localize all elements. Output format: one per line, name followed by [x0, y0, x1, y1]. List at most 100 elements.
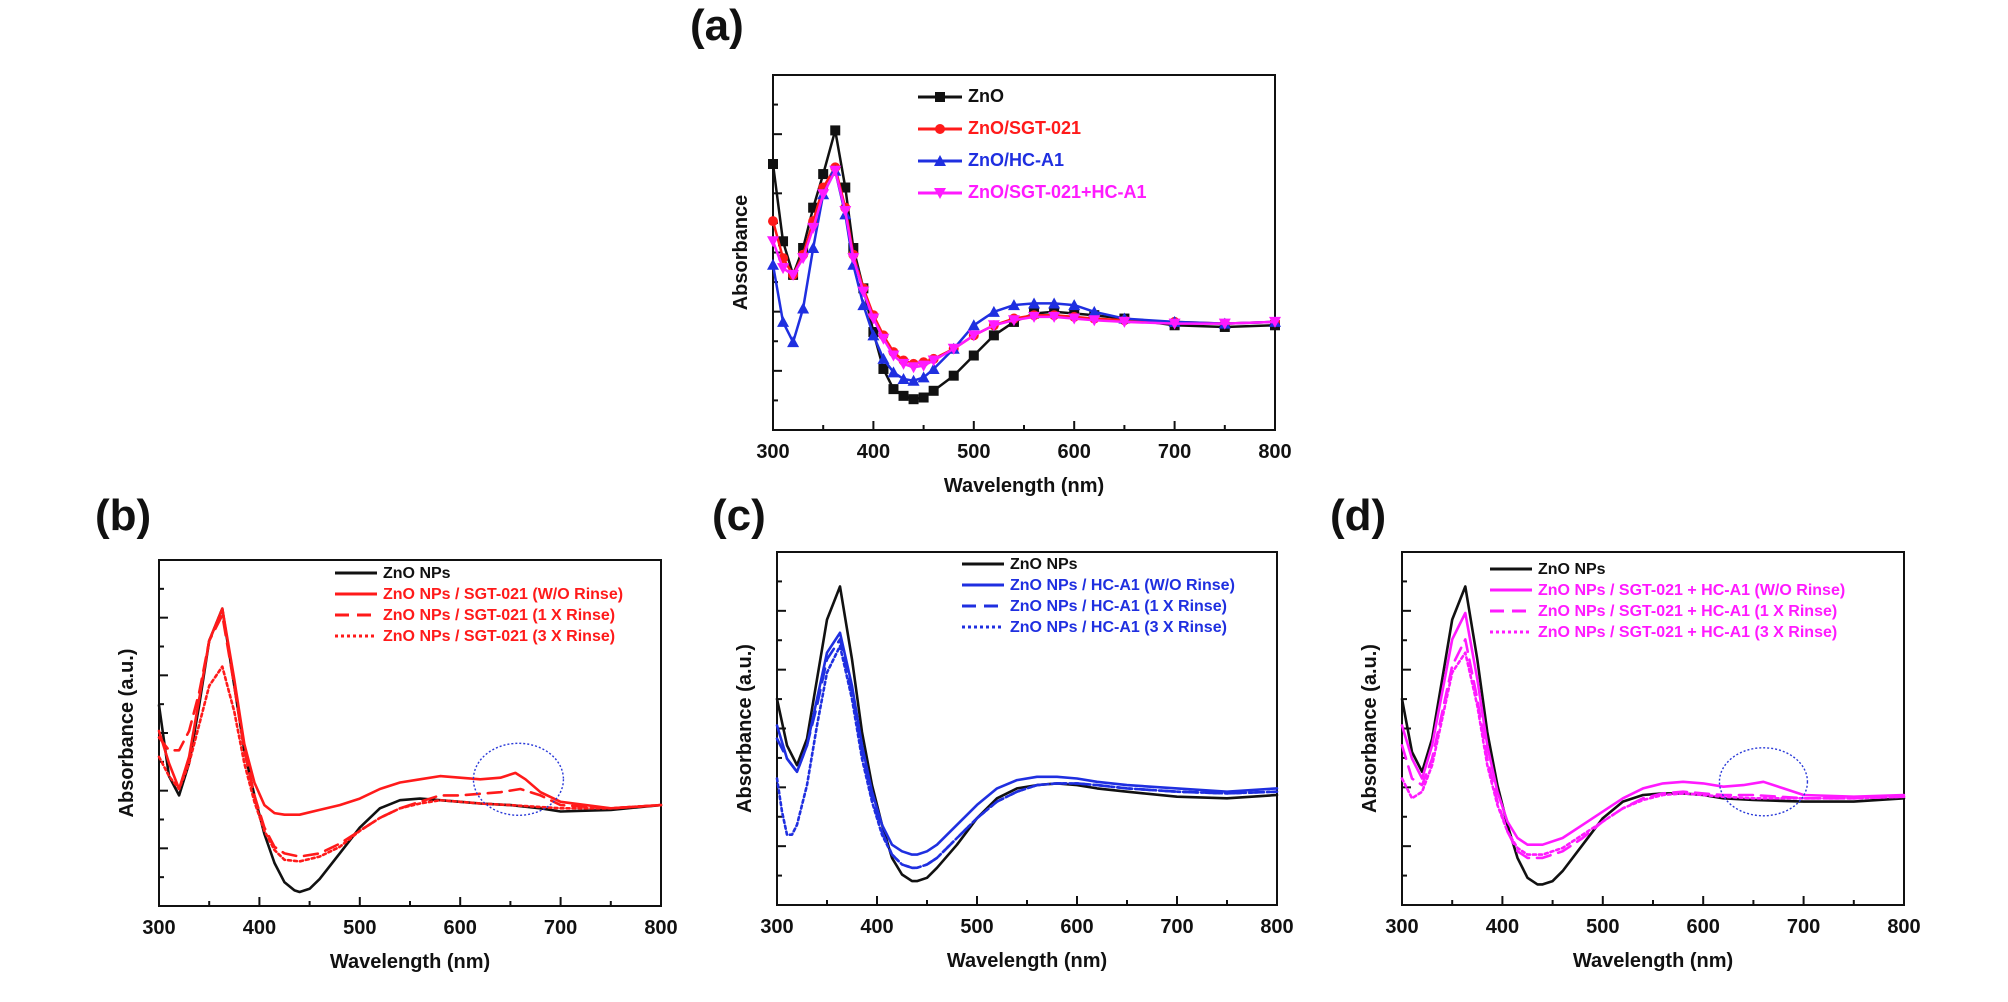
legend-label: ZnO NPs / HC-A1 (3 X Rinse)	[1010, 619, 1227, 636]
data-point	[908, 394, 919, 405]
legend-label: ZnO/SGT-021+HC-A1	[968, 182, 1147, 202]
data-point	[988, 330, 999, 341]
data-point	[927, 362, 940, 374]
y-axis-title: Absorbance (a.u.)	[734, 644, 756, 813]
data-point	[787, 269, 800, 281]
data-point	[907, 362, 920, 374]
legend-label: ZnO NPs / SGT-021 + HC-A1 (W/O Rinse)	[1538, 582, 1845, 599]
data-point	[877, 352, 890, 364]
data-point	[987, 305, 1000, 317]
panel-label-c: (c)	[712, 491, 766, 540]
data-point	[1068, 299, 1081, 311]
y-axis-title: Absorbance (a.u.)	[1359, 644, 1381, 813]
legend-label: ZnO/SGT-021	[968, 118, 1081, 138]
data-point	[1088, 315, 1101, 327]
x-tick-label: 300	[1385, 916, 1418, 938]
series-line-c-3	[775, 644, 1279, 870]
x-axis-title: Wavelength (nm)	[944, 475, 1104, 497]
data-point	[1068, 313, 1081, 325]
data-point	[1118, 316, 1131, 328]
data-point	[777, 315, 790, 327]
x-tick-label: 800	[1260, 916, 1293, 938]
x-tick-label: 300	[760, 916, 793, 938]
legend-label: ZnO NPs	[1010, 556, 1078, 573]
series-line-d-2	[1400, 638, 1906, 860]
data-point	[878, 363, 889, 374]
data-point	[818, 169, 829, 180]
x-tick-label: 600	[444, 917, 477, 939]
chart-panel-b: (b) 300 400 500 600 700 800 Wavelength (nm) Abso…	[95, 491, 678, 973]
data-point	[897, 373, 910, 385]
data-point	[1007, 315, 1020, 327]
x-tick-label: 800	[644, 917, 677, 939]
legend-label: ZnO NPs / SGT-021 (1 X Rinse)	[383, 607, 615, 624]
data-point	[830, 125, 841, 136]
data-point	[778, 236, 789, 247]
x-tick-label: 700	[1160, 916, 1193, 938]
data-point	[1269, 316, 1281, 328]
series-line-c-0	[775, 585, 1279, 883]
y-axis-title: Absorbance (a.u.)	[116, 649, 138, 818]
legend-marker	[934, 155, 946, 166]
x-tick-label: 800	[1887, 916, 1920, 938]
legend-label: ZnO NPs / SGT-021 + HC-A1 (3 X Rinse)	[1538, 624, 1837, 641]
legend-label: ZnO NPs	[1538, 561, 1606, 578]
data-point	[917, 371, 930, 383]
x-tick-label: 600	[1058, 441, 1091, 463]
x-tick-label: 500	[960, 916, 993, 938]
x-tick-label: 400	[1486, 916, 1519, 938]
data-point	[918, 392, 929, 403]
data-point	[1028, 311, 1041, 323]
data-point	[1088, 305, 1101, 317]
data-point	[767, 236, 779, 248]
data-point	[898, 390, 909, 401]
x-tick-label: 700	[1787, 916, 1820, 938]
data-point	[1048, 311, 1061, 323]
x-tick-label: 800	[1258, 441, 1291, 463]
series-line-b-3	[157, 665, 663, 863]
x-tick-label: 700	[544, 917, 577, 939]
data-point	[840, 182, 851, 193]
data-point	[807, 222, 820, 234]
chart-panel-d: (d) 300 400 500 600 700 800 Wavelength (nm) Abso…	[1330, 491, 1921, 972]
series-line-b-0	[157, 607, 663, 894]
data-point	[768, 159, 778, 169]
data-point	[798, 243, 809, 253]
data-point	[968, 350, 979, 361]
data-point	[888, 384, 899, 395]
legend-label: ZnO/HC-A1	[968, 150, 1064, 170]
data-point	[967, 319, 980, 331]
series-line-c-2	[775, 638, 1279, 870]
x-tick-label: 600	[1060, 916, 1093, 938]
data-point	[767, 258, 779, 270]
data-point	[797, 302, 810, 314]
data-point	[887, 366, 900, 378]
x-tick-label: 500	[343, 917, 376, 939]
legend-label: ZnO NPs / HC-A1 (1 X Rinse)	[1010, 598, 1227, 615]
data-point	[808, 202, 819, 213]
panel-label-a: (a)	[690, 1, 744, 50]
x-tick-label: 400	[857, 441, 890, 463]
data-point	[839, 206, 852, 218]
data-point	[1028, 297, 1041, 309]
data-point	[887, 350, 900, 362]
x-tick-label: 500	[1586, 916, 1619, 938]
data-point	[947, 343, 960, 355]
legend-label: ZnO NPs / SGT-021 (3 X Rinse)	[383, 628, 615, 645]
data-point	[817, 189, 830, 201]
series-line-b-2	[157, 613, 663, 858]
data-point	[967, 330, 980, 342]
data-point	[928, 385, 939, 396]
data-point	[917, 360, 930, 372]
highlight-circle	[1718, 747, 1809, 817]
data-point	[807, 242, 820, 253]
legend-marker	[934, 188, 946, 199]
data-point	[797, 253, 810, 265]
data-point	[1218, 318, 1231, 330]
data-point	[877, 333, 890, 345]
legend-label: ZnO NPs / SGT-021 (W/O Rinse)	[383, 586, 623, 603]
data-point	[777, 263, 790, 275]
x-tick-label: 400	[860, 916, 893, 938]
x-axis-title: Wavelength (nm)	[1573, 950, 1733, 972]
